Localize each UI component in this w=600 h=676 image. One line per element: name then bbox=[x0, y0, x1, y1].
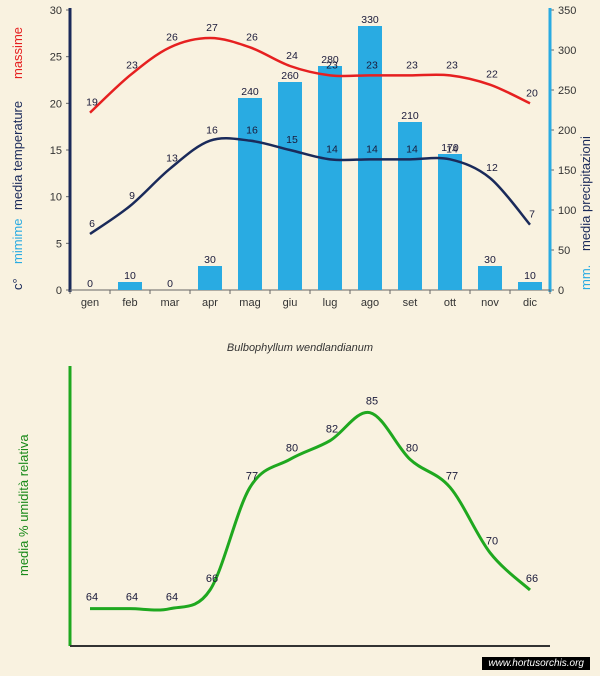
svg-text:200: 200 bbox=[558, 125, 576, 137]
svg-text:10: 10 bbox=[524, 270, 536, 282]
svg-text:30: 30 bbox=[484, 254, 496, 266]
svg-text:170: 170 bbox=[441, 142, 459, 154]
svg-text:100: 100 bbox=[558, 205, 576, 217]
svg-text:nov: nov bbox=[481, 297, 499, 309]
svg-text:14: 14 bbox=[326, 143, 338, 155]
svg-text:22: 22 bbox=[486, 69, 498, 81]
svg-text:14: 14 bbox=[446, 143, 458, 155]
svg-text:12: 12 bbox=[486, 162, 498, 174]
svg-text:10: 10 bbox=[124, 270, 136, 282]
chart-caption: Bulbophyllum wendlandianum bbox=[0, 342, 600, 354]
svg-text:mimime: mimime bbox=[10, 219, 25, 265]
svg-text:6: 6 bbox=[89, 218, 95, 230]
svg-text:23: 23 bbox=[366, 59, 378, 71]
svg-text:20: 20 bbox=[526, 87, 538, 99]
svg-text:27: 27 bbox=[206, 22, 218, 34]
svg-text:300: 300 bbox=[558, 45, 576, 57]
svg-text:massime: massime bbox=[10, 27, 25, 79]
svg-text:0: 0 bbox=[87, 278, 93, 290]
svg-text:23: 23 bbox=[406, 59, 418, 71]
svg-text:15: 15 bbox=[286, 134, 298, 146]
svg-text:apr: apr bbox=[202, 297, 218, 309]
svg-text:0: 0 bbox=[167, 278, 173, 290]
svg-text:80: 80 bbox=[406, 442, 418, 454]
svg-text:19: 19 bbox=[86, 97, 98, 109]
svg-text:260: 260 bbox=[281, 70, 299, 82]
svg-text:ott: ott bbox=[444, 297, 456, 309]
svg-text:c°: c° bbox=[10, 278, 25, 290]
svg-text:14: 14 bbox=[366, 143, 378, 155]
svg-text:0: 0 bbox=[558, 285, 564, 297]
svg-text:250: 250 bbox=[558, 85, 576, 97]
svg-text:330: 330 bbox=[361, 14, 379, 26]
svg-text:64: 64 bbox=[86, 592, 98, 604]
svg-text:23: 23 bbox=[326, 59, 338, 71]
svg-text:13: 13 bbox=[166, 153, 178, 165]
svg-text:media % umidità relativa: media % umidità relativa bbox=[16, 434, 31, 576]
svg-text:210: 210 bbox=[401, 110, 419, 122]
svg-text:24: 24 bbox=[286, 50, 298, 62]
svg-text:20: 20 bbox=[50, 98, 62, 110]
watermark: www.hortusorchis.org bbox=[482, 657, 590, 670]
svg-text:64: 64 bbox=[166, 592, 178, 604]
svg-text:77: 77 bbox=[446, 470, 458, 482]
svg-text:26: 26 bbox=[246, 31, 258, 43]
svg-text:23: 23 bbox=[446, 59, 458, 71]
svg-text:70: 70 bbox=[486, 536, 498, 548]
svg-text:350: 350 bbox=[558, 5, 576, 17]
svg-text:ago: ago bbox=[361, 297, 379, 309]
svg-text:25: 25 bbox=[50, 52, 62, 64]
svg-text:14: 14 bbox=[406, 143, 418, 155]
svg-text:media temperature: media temperature bbox=[10, 101, 25, 210]
svg-text:mar: mar bbox=[161, 297, 180, 309]
svg-text:280: 280 bbox=[321, 54, 339, 66]
svg-text:26: 26 bbox=[166, 31, 178, 43]
svg-text:mm.: mm. bbox=[578, 265, 593, 290]
svg-text:150: 150 bbox=[558, 165, 576, 177]
svg-text:66: 66 bbox=[206, 573, 218, 585]
humidity-chart-bottom: 64 64 64 66 77 80 82 85 80 77 70 66 media % umidità … bbox=[0, 356, 600, 676]
svg-text:giu: giu bbox=[283, 297, 298, 309]
svg-text:64: 64 bbox=[126, 592, 138, 604]
svg-text:30: 30 bbox=[50, 5, 62, 17]
svg-text:dic: dic bbox=[523, 297, 538, 309]
svg-text:set: set bbox=[403, 297, 418, 309]
svg-text:lug: lug bbox=[323, 297, 338, 309]
svg-text:80: 80 bbox=[286, 442, 298, 454]
svg-text:16: 16 bbox=[246, 125, 258, 137]
svg-text:feb: feb bbox=[122, 297, 137, 309]
svg-text:9: 9 bbox=[129, 190, 135, 202]
svg-text:mag: mag bbox=[239, 297, 260, 309]
svg-text:240: 240 bbox=[241, 86, 259, 98]
svg-text:82: 82 bbox=[326, 424, 338, 436]
svg-text:85: 85 bbox=[366, 396, 378, 408]
svg-text:15: 15 bbox=[50, 145, 62, 157]
svg-text:16: 16 bbox=[206, 125, 218, 137]
svg-text:77: 77 bbox=[246, 470, 258, 482]
svg-text:10: 10 bbox=[50, 192, 62, 204]
svg-text:0: 0 bbox=[56, 285, 62, 297]
svg-text:media precipitazioni: media precipitazioni bbox=[578, 136, 593, 251]
svg-text:66: 66 bbox=[526, 573, 538, 585]
svg-text:50: 50 bbox=[558, 245, 570, 257]
svg-text:gen: gen bbox=[81, 297, 99, 309]
svg-text:7: 7 bbox=[529, 209, 535, 221]
svg-text:5: 5 bbox=[56, 238, 62, 250]
svg-text:30: 30 bbox=[204, 254, 216, 266]
svg-text:23: 23 bbox=[126, 59, 138, 71]
climate-chart-top: 0510152025300501001502002503003500100302… bbox=[0, 0, 600, 340]
